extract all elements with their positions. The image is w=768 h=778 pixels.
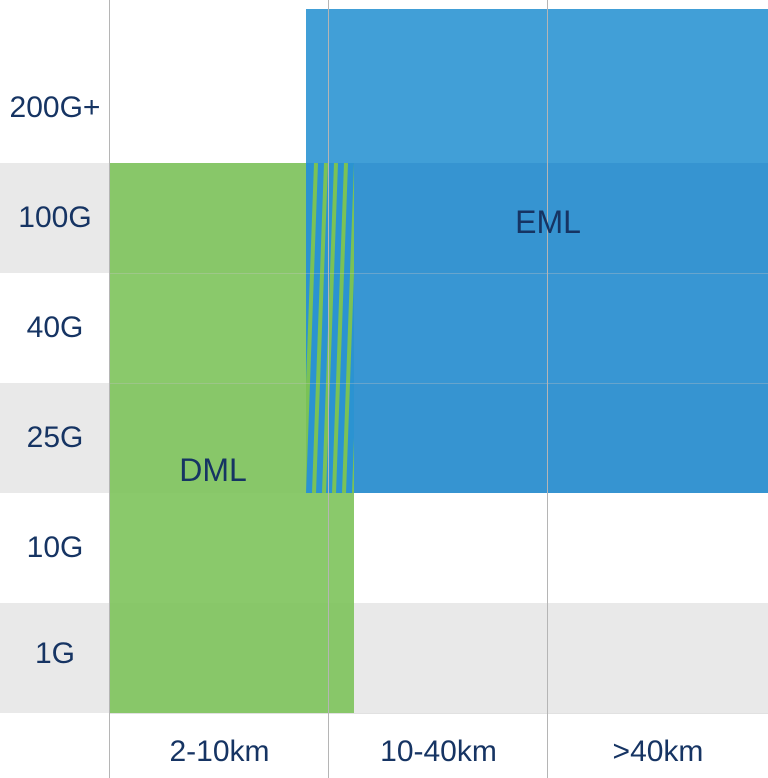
row-divider <box>110 713 768 714</box>
column-label-2-10km: 2-10km <box>169 735 270 768</box>
eml-label: EML <box>515 204 581 240</box>
overlap-hatch <box>306 163 354 493</box>
column-divider <box>547 0 548 778</box>
column-divider <box>109 0 110 778</box>
column-label-10-40km: 10-40km <box>380 735 497 768</box>
dml-label: DML <box>179 452 247 488</box>
row-label-1g: 1G <box>34 637 76 670</box>
column-label-40km-plus: >40km <box>612 735 704 768</box>
eml-region <box>306 163 768 493</box>
row-label-200g-plus: 200G+ <box>9 91 101 124</box>
row-label-100g: 100G <box>18 201 92 234</box>
row-divider <box>110 383 768 384</box>
row-label-40g: 40G <box>26 311 84 344</box>
row-divider <box>110 273 768 274</box>
row-label-25g: 25G <box>26 421 84 454</box>
eml-region-upper <box>306 9 768 163</box>
row-label-10g: 10G <box>26 531 84 564</box>
column-divider <box>328 0 329 778</box>
